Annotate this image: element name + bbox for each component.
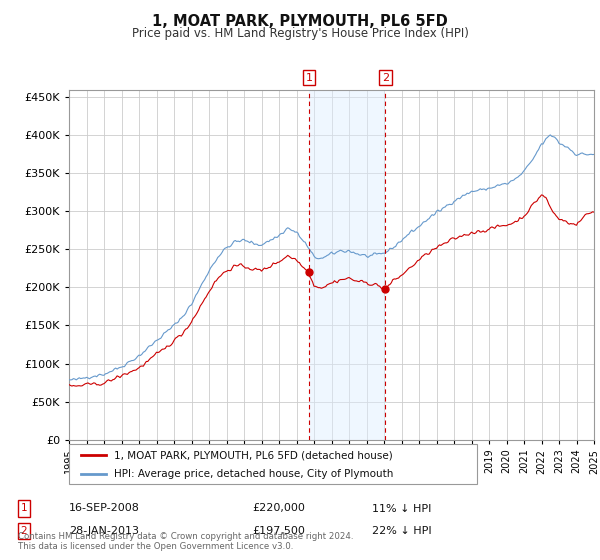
Bar — [309, 90, 385, 440]
Text: 2: 2 — [382, 73, 389, 83]
Text: HPI: Average price, detached house, City of Plymouth: HPI: Average price, detached house, City… — [114, 469, 393, 479]
Text: 1, MOAT PARK, PLYMOUTH, PL6 5FD: 1, MOAT PARK, PLYMOUTH, PL6 5FD — [152, 14, 448, 29]
FancyBboxPatch shape — [69, 444, 477, 484]
Text: £197,500: £197,500 — [252, 526, 305, 536]
Text: 28-JAN-2013: 28-JAN-2013 — [69, 526, 139, 536]
Text: £220,000: £220,000 — [252, 503, 305, 514]
Text: Contains HM Land Registry data © Crown copyright and database right 2024.
This d: Contains HM Land Registry data © Crown c… — [18, 531, 353, 551]
Text: 1: 1 — [305, 73, 313, 83]
Text: 22% ↓ HPI: 22% ↓ HPI — [372, 526, 431, 536]
Text: 16-SEP-2008: 16-SEP-2008 — [69, 503, 140, 514]
Text: Price paid vs. HM Land Registry's House Price Index (HPI): Price paid vs. HM Land Registry's House … — [131, 27, 469, 40]
Text: 11% ↓ HPI: 11% ↓ HPI — [372, 503, 431, 514]
Text: 1: 1 — [20, 503, 28, 514]
Text: 1, MOAT PARK, PLYMOUTH, PL6 5FD (detached house): 1, MOAT PARK, PLYMOUTH, PL6 5FD (detache… — [114, 450, 392, 460]
Text: 2: 2 — [20, 526, 28, 536]
